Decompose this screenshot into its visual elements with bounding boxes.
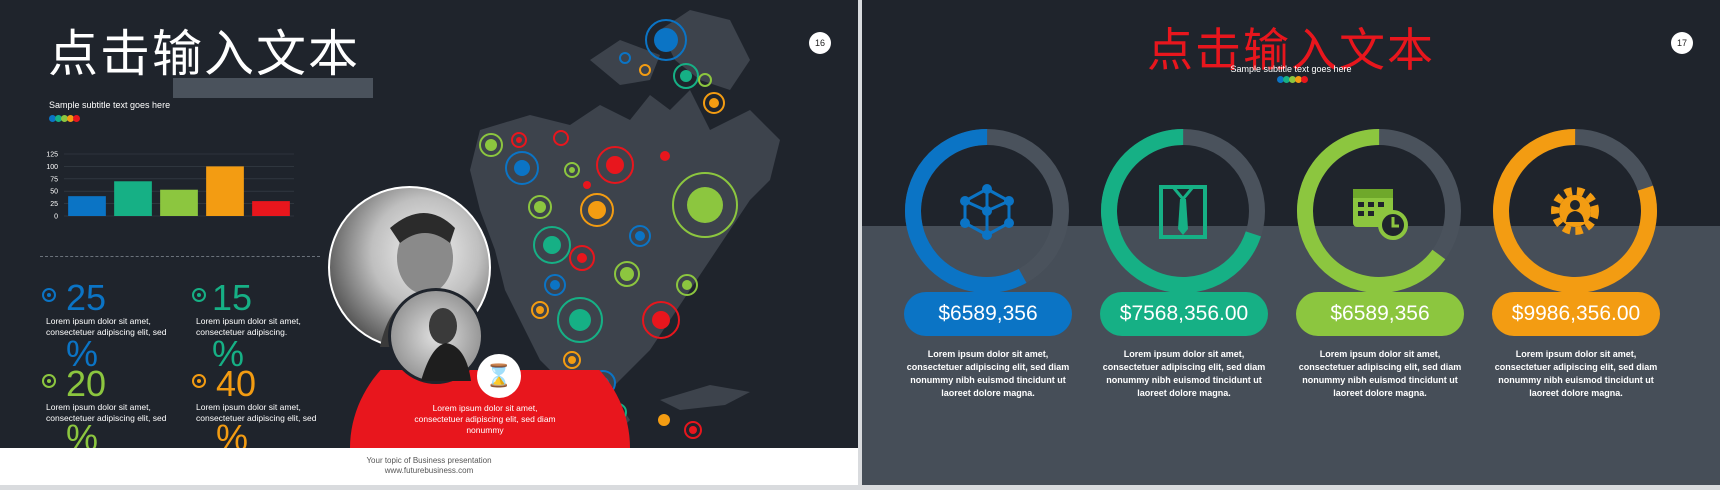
page-number: 16 <box>809 32 831 54</box>
dot-green <box>61 115 68 122</box>
dot-blue <box>49 115 56 122</box>
dot-red <box>1301 76 1308 83</box>
dot-orange <box>67 115 74 122</box>
stat-text: Lorem ipsum dolor sit amet, consectetuer… <box>196 402 317 423</box>
color-dots <box>1277 76 1308 83</box>
value-text: $9986,356.00 <box>1511 302 1641 325</box>
y-tick-label: 25 <box>50 201 58 208</box>
progress-arc <box>1101 129 1265 293</box>
dot-teal <box>55 115 62 122</box>
north-america-map <box>470 10 780 440</box>
footer-topic: Your topic of Business presentation <box>366 456 492 465</box>
bar-chart: 125 100 75 50 25 0 <box>46 152 294 221</box>
stat-number: 15 <box>212 277 253 318</box>
stat-text: Lorem ipsum dolor sit amet, consectetuer… <box>196 316 301 337</box>
dotted-separator <box>40 256 320 257</box>
progress-ring <box>1297 129 1461 293</box>
gear-person-icon <box>1551 187 1599 235</box>
y-tick-label: 75 <box>50 176 58 183</box>
progress-ring <box>905 129 1069 293</box>
slide-16: 点击输入文本 Sample subtitle text goes here 16… <box>0 0 858 485</box>
target-icon <box>192 288 206 302</box>
shirt-tie-icon <box>1159 185 1207 239</box>
y-tick-label: 50 <box>50 189 58 196</box>
y-tick-label: 125 <box>46 152 58 159</box>
map-mainland <box>470 90 780 440</box>
subtitle: Sample subtitle text goes here <box>49 100 171 110</box>
bar <box>68 196 106 216</box>
bar <box>206 166 244 216</box>
map-circles <box>479 19 738 439</box>
value-pill: $9986,356.00 <box>1492 292 1660 336</box>
bar <box>160 189 198 216</box>
stat-number: 20 <box>66 363 107 404</box>
kpi-card-2: $7568,356.00 <box>1100 128 1268 368</box>
red-area-text: Lorem ipsum dolor sit amet, consectetuer… <box>414 403 556 435</box>
kpi-card-1: $6589,356 <box>904 128 1072 368</box>
value-text: $6589,356 <box>1330 302 1430 325</box>
value-pill: $6589,356 <box>1296 292 1464 336</box>
slide-title: 点击输入文本 <box>48 25 360 83</box>
stat-text: Lorem ipsum dolor sit amet, consectetuer… <box>46 402 167 423</box>
calendar-clock-icon <box>1353 189 1408 240</box>
y-tick-label: 0 <box>54 214 58 221</box>
footer: Your topic of Business presentation www.… <box>0 448 858 485</box>
card-description: Lorem ipsum dolor sit amet, consectetuer… <box>1494 349 1658 398</box>
map-caribbean <box>660 385 750 410</box>
bar <box>114 181 152 216</box>
value-pill: $6589,356 <box>904 292 1072 336</box>
title-underline-bar <box>173 78 373 98</box>
value-text: $6589,356 <box>938 302 1038 325</box>
progress-ring <box>1101 129 1265 293</box>
color-dots <box>49 115 80 122</box>
value-pill: $7568,356.00 <box>1100 292 1268 336</box>
target-icon <box>192 374 206 388</box>
red-half-circle <box>350 370 630 448</box>
page-number: 17 <box>1671 32 1693 54</box>
lower-band <box>862 226 1720 485</box>
dot-blue <box>1277 76 1284 83</box>
dot-red <box>73 115 80 122</box>
thinking-man-image <box>421 308 471 381</box>
dot-orange <box>1295 76 1302 83</box>
network-cube-icon <box>960 184 1014 240</box>
hourglass-money-icon: ⌛ <box>477 354 521 398</box>
slide-title: 点击输入文本 <box>1147 23 1435 77</box>
target-icon <box>42 374 56 388</box>
bar <box>252 201 290 216</box>
progress-ring <box>1493 129 1657 293</box>
stat-number: 25 <box>66 277 107 318</box>
dot-teal <box>1283 76 1290 83</box>
kpi-card-4: $9986,356.00 <box>1492 128 1660 368</box>
portrait-photo-small <box>388 288 484 384</box>
y-tick-label: 100 <box>46 164 58 171</box>
subtitle: Sample subtitle text goes here <box>1230 64 1352 74</box>
stat-number: 40 <box>216 363 257 404</box>
card-description: Lorem ipsum dolor sit amet, consectetuer… <box>1102 349 1266 398</box>
stat-percent: % <box>66 333 99 374</box>
value-text: $7568,356.00 <box>1119 302 1249 325</box>
dot-green <box>1289 76 1296 83</box>
card-description: Lorem ipsum dolor sit amet, consectetuer… <box>906 349 1070 398</box>
slide-17: 点击输入文本 Sample subtitle text goes here 17… <box>862 0 1720 485</box>
footer-url: www.futurebusiness.com <box>384 466 474 475</box>
stat-text: Lorem ipsum dolor sit amet, consectetuer… <box>46 316 167 337</box>
target-icon <box>42 288 56 302</box>
kpi-card-3: $6589,356 <box>1296 128 1464 368</box>
card-description: Lorem ipsum dolor sit amet, consectetuer… <box>1298 349 1462 398</box>
stat-percent: % <box>212 333 245 374</box>
